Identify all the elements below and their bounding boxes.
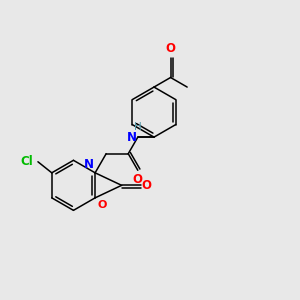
- Text: N: N: [127, 130, 136, 144]
- Text: N: N: [84, 158, 94, 171]
- Text: H: H: [134, 122, 142, 132]
- Text: O: O: [97, 200, 106, 210]
- Text: Cl: Cl: [20, 155, 33, 168]
- Text: O: O: [166, 42, 176, 56]
- Text: O: O: [133, 173, 143, 186]
- Text: O: O: [142, 179, 152, 192]
